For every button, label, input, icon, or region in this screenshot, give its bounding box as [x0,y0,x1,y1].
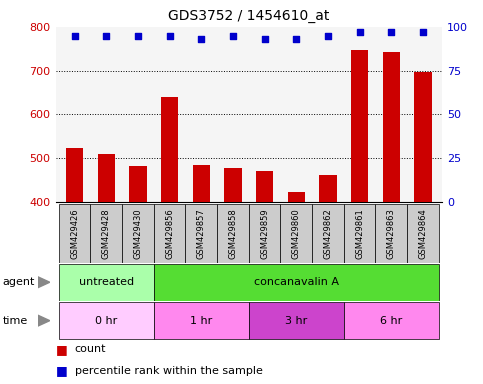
Text: ■: ■ [56,343,67,356]
Bar [66,148,83,202]
Point [71,33,78,39]
Text: 3 hr: 3 hr [285,316,307,326]
Bar [129,166,147,202]
Text: GSM429863: GSM429863 [387,208,396,259]
Bar [122,204,154,263]
Bar [59,264,154,301]
Text: untreated: untreated [79,277,134,287]
Text: GSM429862: GSM429862 [324,208,332,259]
Bar [351,50,369,202]
Point [134,33,142,39]
Text: GSM429428: GSM429428 [102,208,111,258]
Bar [193,165,210,202]
Polygon shape [38,315,50,326]
Text: 1 hr: 1 hr [190,316,213,326]
Point [419,29,427,35]
Text: GSM429856: GSM429856 [165,208,174,259]
Bar [217,204,249,263]
Bar [344,204,375,263]
Bar [319,174,337,202]
Bar [161,97,178,202]
Text: GSM429858: GSM429858 [228,208,238,259]
Text: count: count [75,344,106,354]
Text: time: time [2,316,28,326]
Text: GSM429859: GSM429859 [260,208,269,258]
Text: concanavalin A: concanavalin A [254,277,339,287]
Point [356,29,364,35]
Bar [224,168,242,202]
Point [229,33,237,39]
Bar [414,72,432,202]
Point [198,36,205,42]
Bar [154,204,185,263]
Bar [312,204,344,263]
Bar [375,204,407,263]
Bar [287,192,305,202]
Bar [249,204,281,263]
Text: GSM429857: GSM429857 [197,208,206,259]
Point [166,33,173,39]
Text: GSM429864: GSM429864 [418,208,427,259]
Text: GSM429861: GSM429861 [355,208,364,259]
Bar [256,171,273,202]
Point [261,36,269,42]
Bar [59,204,90,263]
Bar [185,204,217,263]
Text: GSM429426: GSM429426 [70,208,79,258]
Bar [249,302,344,339]
Bar [281,204,312,263]
Text: 0 hr: 0 hr [95,316,117,326]
Point [102,33,110,39]
Point [387,29,395,35]
Bar [407,204,439,263]
Bar [59,302,154,339]
Bar [154,302,249,339]
Bar [154,264,439,301]
Text: percentile rank within the sample: percentile rank within the sample [75,366,263,376]
Text: GSM429860: GSM429860 [292,208,301,259]
Polygon shape [38,277,50,288]
Text: agent: agent [2,277,35,287]
Text: GSM429430: GSM429430 [133,208,142,258]
Text: ■: ■ [56,364,67,377]
Bar [383,52,400,202]
Title: GDS3752 / 1454610_at: GDS3752 / 1454610_at [168,9,329,23]
Bar [98,154,115,202]
Point [292,36,300,42]
Bar [90,204,122,263]
Text: 6 hr: 6 hr [380,316,402,326]
Bar [344,302,439,339]
Point [324,33,332,39]
